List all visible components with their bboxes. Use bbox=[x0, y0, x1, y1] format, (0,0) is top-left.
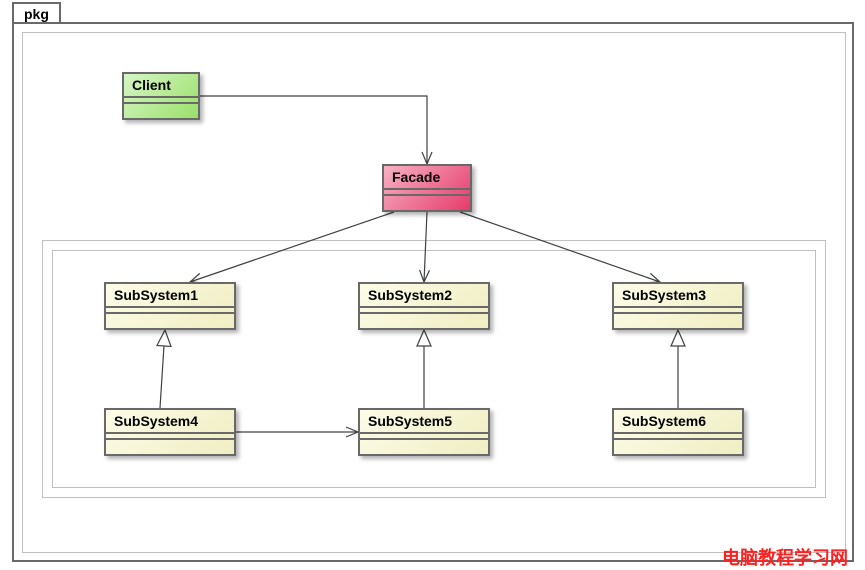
class-name-label: Client bbox=[132, 77, 171, 93]
class-name-label: SubSystem4 bbox=[114, 413, 198, 429]
class-name-label: SubSystem5 bbox=[368, 413, 452, 429]
class-name-label: SubSystem6 bbox=[622, 413, 706, 429]
subsystem2-class: SubSystem2 bbox=[358, 282, 490, 330]
subsystem6-class: SubSystem6 bbox=[612, 408, 744, 456]
watermark-text: 电脑教程学习网 bbox=[722, 544, 848, 570]
class-name-label: Facade bbox=[392, 169, 440, 185]
class-name-label: SubSystem1 bbox=[114, 287, 198, 303]
subsystem1-class: SubSystem1 bbox=[104, 282, 236, 330]
subsystem4-class: SubSystem4 bbox=[104, 408, 236, 456]
class-name-label: SubSystem3 bbox=[622, 287, 706, 303]
uml-diagram: pkg Client Facade SubSystem1 SubSystem2 bbox=[0, 0, 865, 568]
package-label: pkg bbox=[24, 6, 49, 22]
client-class: Client bbox=[122, 72, 200, 120]
class-name-label: SubSystem2 bbox=[368, 287, 452, 303]
subsystem5-class: SubSystem5 bbox=[358, 408, 490, 456]
facade-class: Facade bbox=[382, 164, 472, 212]
package-tab: pkg bbox=[12, 2, 61, 24]
subsystem3-class: SubSystem3 bbox=[612, 282, 744, 330]
